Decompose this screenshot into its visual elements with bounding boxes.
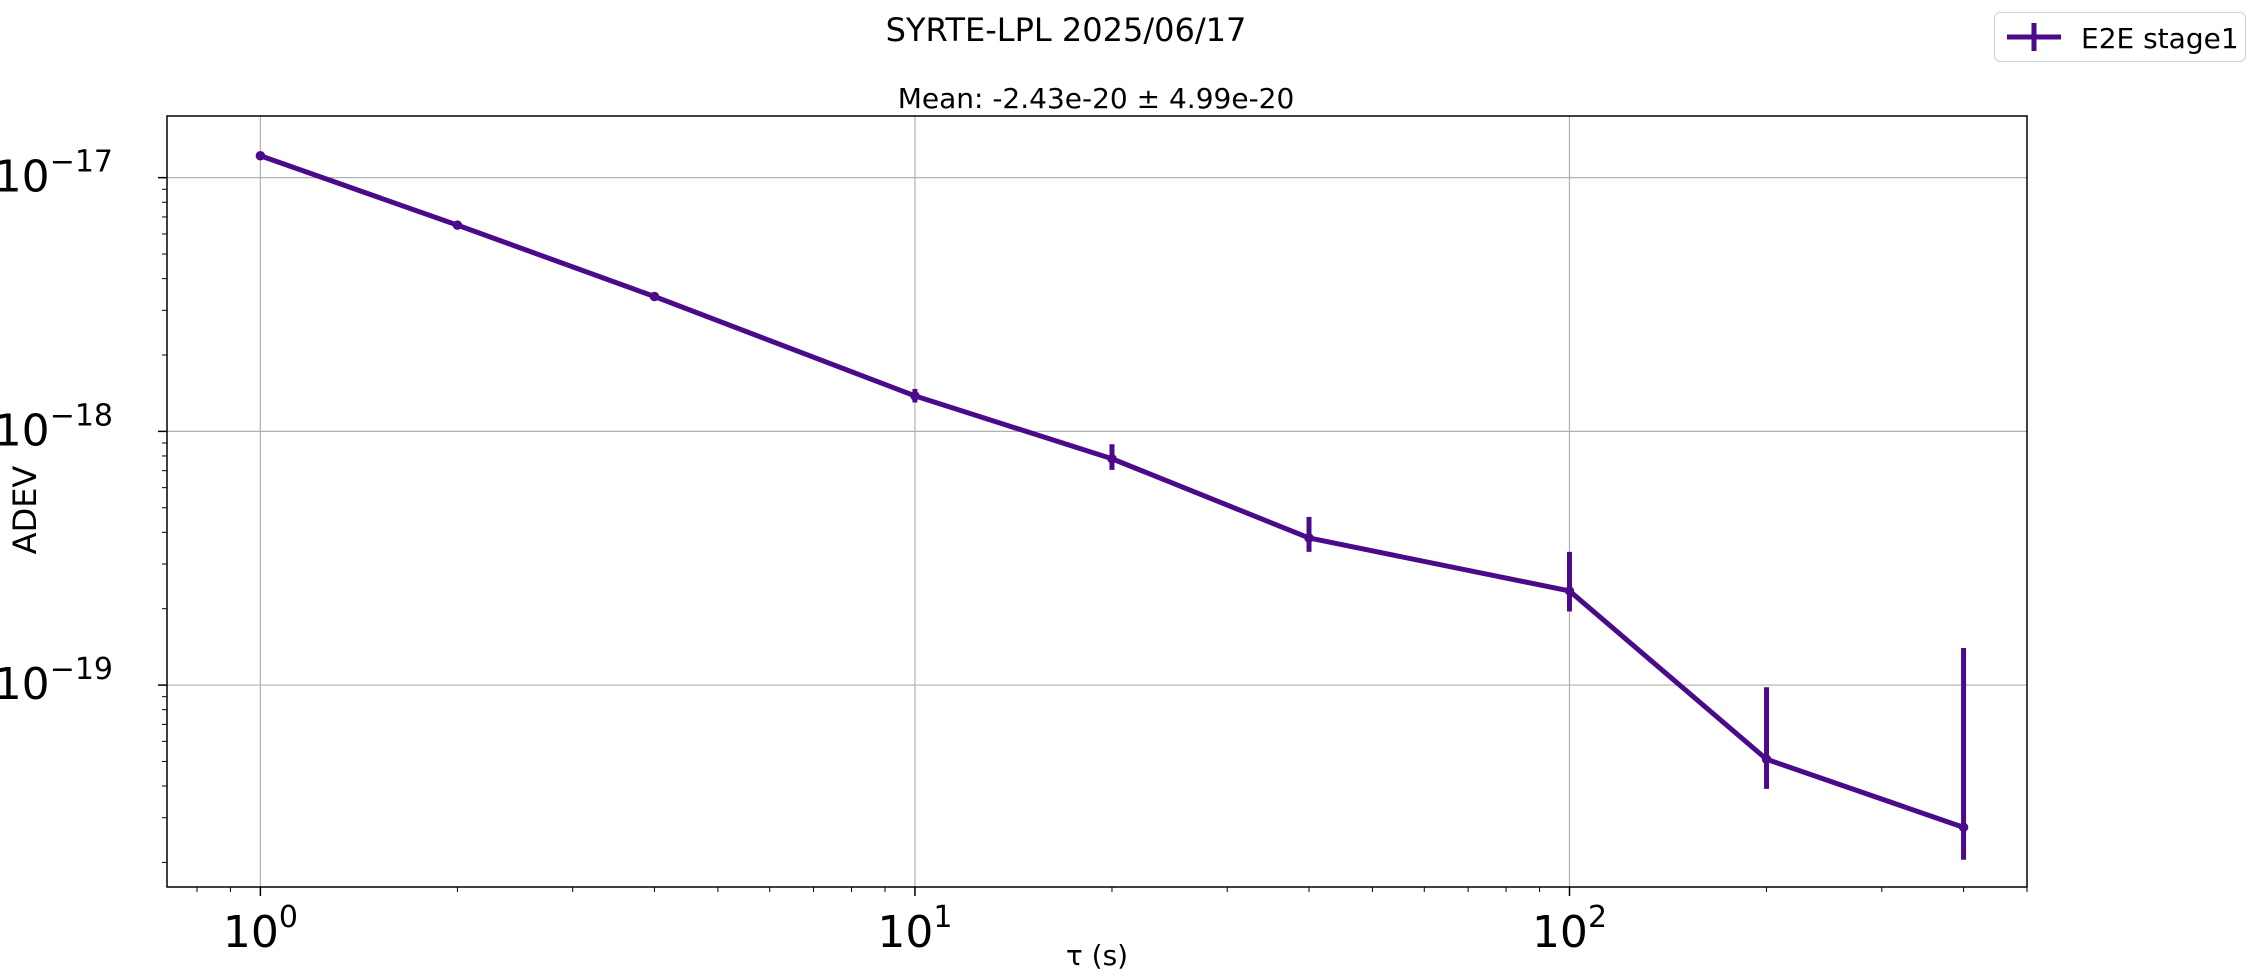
data-point [452,220,463,230]
data-point [1304,533,1314,543]
y-axis-label: ADEV [6,466,44,555]
data-point [1958,822,1969,833]
x-tick-exponent: 2 [1588,900,1607,935]
data-point [255,151,266,161]
grid-lines [167,116,2027,887]
series-layer [255,151,1969,860]
y-tick-exponent: −19 [50,652,113,687]
x-tick-base: 10 [223,907,279,958]
x-tick-label: 101 [877,900,952,958]
y-tick-exponent: −17 [50,145,113,180]
plot-frame [166,115,2028,888]
x-tick-base: 10 [1532,907,1588,958]
y-tick-label: 10−18 [0,398,113,456]
x-axis-label: τ (s) [1066,939,1128,972]
legend-series-label: E2E stage1 [2081,22,2239,55]
data-point [649,291,660,302]
series-line [259,153,1965,830]
x-tick-base: 10 [877,907,933,958]
y-tick-label: 10−17 [0,145,113,203]
data-point [1761,754,1772,765]
data-point [1107,453,1117,464]
chart-subtitle: Mean: -2.43e-20 ± 4.99e-20 [898,82,1295,115]
y-tick-label: 10−19 [0,652,113,710]
chart-title: SYRTE-LPL 2025/06/17 [886,11,1247,49]
y-tick-base: 10 [0,152,50,203]
x-tick-label: 102 [1532,900,1607,958]
y-tick-base: 10 [0,405,50,456]
legend: E2E stage1 [1994,12,2246,62]
data-point [1564,586,1575,596]
legend-series-swatch [2007,23,2061,51]
minor-ticks [162,188,2028,892]
data-point [910,391,920,401]
x-tick-exponent: 0 [279,900,298,935]
x-tick-label: 100 [223,900,298,958]
x-tick-exponent: 1 [933,900,952,935]
y-tick-base: 10 [0,659,50,710]
y-tick-exponent: −18 [50,398,113,433]
